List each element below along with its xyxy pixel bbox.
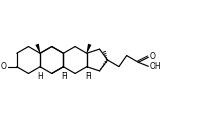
- Text: O: O: [149, 52, 155, 61]
- Text: H̅: H̅: [85, 72, 91, 81]
- Polygon shape: [86, 44, 91, 53]
- Text: OH: OH: [149, 62, 161, 71]
- Text: H: H: [37, 72, 43, 81]
- Polygon shape: [35, 44, 40, 53]
- Text: O: O: [1, 62, 7, 71]
- Text: H̅: H̅: [62, 72, 67, 81]
